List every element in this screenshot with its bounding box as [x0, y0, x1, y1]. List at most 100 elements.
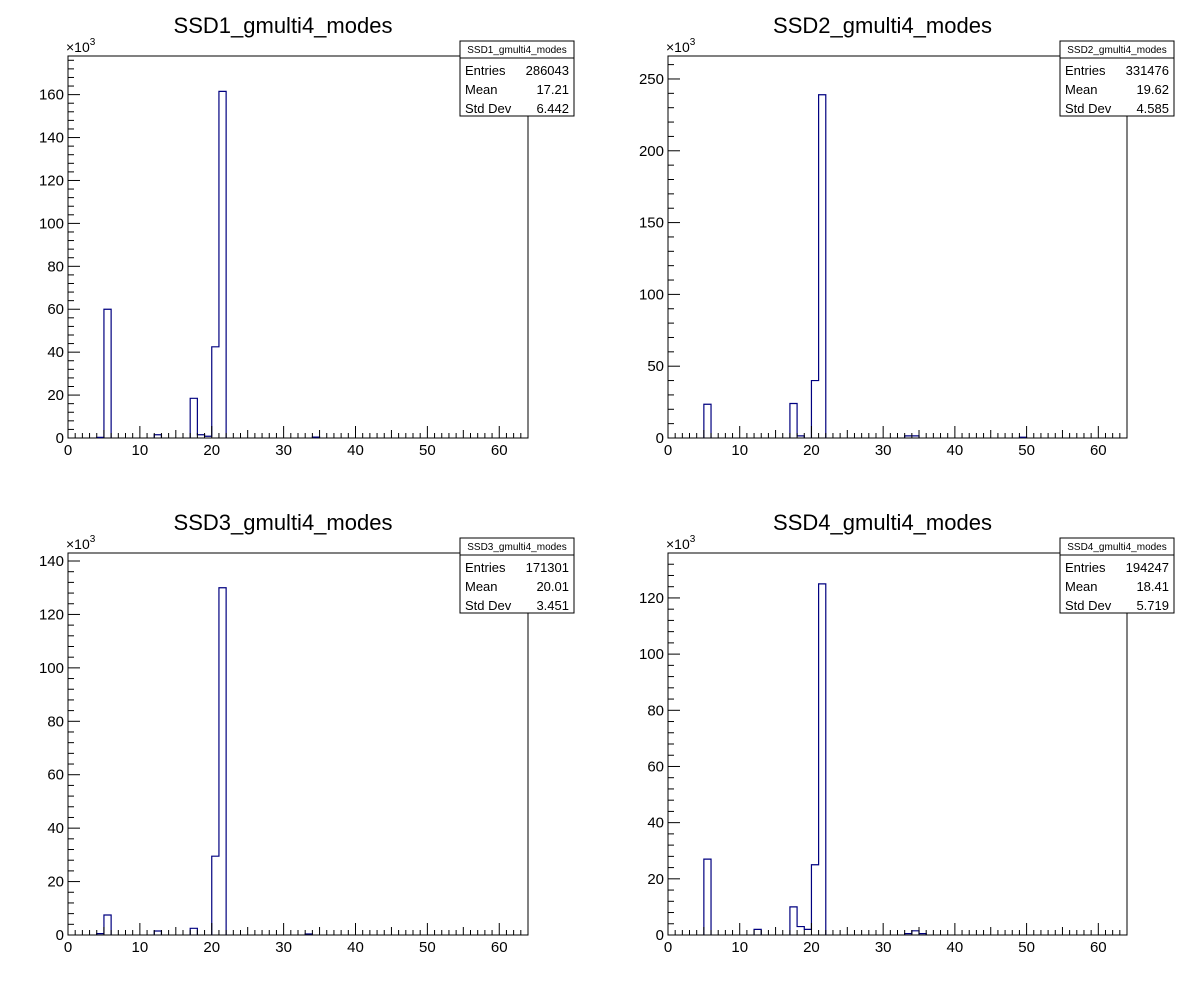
- stats-label: Mean: [465, 82, 498, 97]
- y-axis: 0 20 40 60 80 100 120 140 160: [39, 59, 80, 447]
- y-axis: 0 50 100 150 200 250: [639, 64, 680, 447]
- y-multiplier: ×103: [66, 534, 96, 552]
- histogram-bin: [811, 381, 818, 438]
- y-tick-label: 160: [39, 87, 64, 104]
- chart-title: SSD4_gmulti4_modes: [773, 510, 992, 535]
- stats-box: SSD3_gmulti4_modes Entries 171301 Mean 20.01…: [459, 537, 575, 614]
- y-tick-label: 40: [647, 815, 664, 832]
- y-tick-label: 100: [639, 646, 664, 663]
- x-tick-label: 20: [803, 939, 820, 956]
- stats-value: 5.719: [1136, 598, 1169, 613]
- y-tick-label: 60: [647, 758, 664, 775]
- histogram-bin: [104, 915, 111, 935]
- y-tick-label: 80: [47, 258, 64, 275]
- x-tick-label: 60: [1090, 939, 1107, 956]
- x-tick-label: 10: [731, 442, 748, 459]
- stats-label: Std Dev: [1065, 598, 1112, 613]
- histogram-bin: [197, 435, 204, 438]
- histogram-bin: [804, 929, 811, 935]
- x-tick-label: 60: [1090, 442, 1107, 459]
- y-tick-label: 150: [639, 215, 664, 232]
- stats-label: Std Dev: [465, 101, 512, 116]
- histogram-bin: [305, 934, 312, 935]
- plot-frame: [67, 552, 529, 936]
- histogram-bin: [97, 437, 104, 438]
- y-tick-label: 0: [656, 927, 664, 944]
- y-multiplier: ×103: [666, 37, 696, 55]
- plot-frame: [667, 552, 1128, 936]
- stats-box-title: SSD4_gmulti4_modes: [1067, 542, 1167, 553]
- histogram-outline: [96, 90, 321, 438]
- histogram-bin: [704, 404, 711, 438]
- histogram-bin: [819, 95, 826, 438]
- histogram-bin: [219, 91, 226, 438]
- stats-label: Entries: [465, 63, 506, 78]
- x-tick-label: 10: [132, 939, 149, 956]
- stats-value: 19.62: [1136, 82, 1169, 97]
- x-tick-label: 30: [275, 939, 292, 956]
- histogram-bins: [703, 583, 927, 935]
- y-tick-label: 120: [639, 590, 664, 607]
- histogram-bin: [219, 588, 226, 935]
- y-tick-label: 0: [656, 430, 664, 447]
- x-tick-label: 10: [132, 442, 149, 459]
- stats-box: SSD4_gmulti4_modes Entries 194247 Mean 18.41…: [1059, 537, 1175, 614]
- y-tick-label: 20: [47, 874, 64, 891]
- y-tick-label: 20: [647, 871, 664, 888]
- histogram-outline: [703, 94, 1028, 438]
- y-tick-label: 20: [47, 387, 64, 404]
- stats-box-frame: [1059, 537, 1175, 614]
- y-tick-label: 40: [47, 820, 64, 837]
- stats-value: 3.451: [536, 598, 569, 613]
- histogram-bin: [104, 309, 111, 438]
- chart-title: SSD1_gmulti4_modes: [174, 13, 393, 38]
- histogram-bin: [754, 929, 761, 935]
- y-tick-label: 100: [39, 215, 64, 232]
- chart-title: SSD2_gmulti4_modes: [773, 13, 992, 38]
- stats-box-frame: [459, 40, 575, 117]
- x-axis: 0 10 20 30 40 50 60: [64, 426, 529, 459]
- histogram-bin: [704, 859, 711, 935]
- plot-frame: [67, 55, 529, 439]
- y-tick-label: 60: [47, 767, 64, 784]
- x-tick-label: 20: [803, 442, 820, 459]
- x-tick-label: 20: [203, 939, 220, 956]
- stats-label: Entries: [1065, 560, 1106, 575]
- y-tick-label: 140: [39, 553, 64, 570]
- y-multiplier: ×103: [666, 534, 696, 552]
- histogram-bin: [811, 865, 818, 935]
- y-tick-label: 140: [39, 130, 64, 147]
- stats-label: Mean: [1065, 82, 1098, 97]
- stats-value: 4.585: [1136, 101, 1169, 116]
- histogram-bin: [212, 856, 219, 935]
- x-tick-label: 0: [664, 442, 672, 459]
- histogram-bin: [912, 931, 919, 935]
- histogram-panel-4: SSD4_gmulti4_modes 0 10 20 30 40 50 60 0 20 40 60 80…: [639, 510, 1175, 956]
- histogram-bin: [797, 436, 804, 438]
- stats-value: 17.21: [536, 82, 569, 97]
- stats-label: Mean: [1065, 579, 1098, 594]
- stats-value: 331476: [1126, 63, 1169, 78]
- stats-value: 286043: [526, 63, 569, 78]
- x-tick-label: 30: [875, 939, 892, 956]
- x-tick-label: 50: [1018, 442, 1035, 459]
- histogram-bin: [919, 934, 926, 935]
- stats-box-title: SSD2_gmulti4_modes: [1067, 45, 1167, 56]
- stats-box-title: SSD1_gmulti4_modes: [467, 45, 567, 56]
- histogram-bin: [790, 907, 797, 935]
- y-tick-label: 40: [47, 344, 64, 361]
- y-tick-label: 200: [639, 143, 664, 160]
- y-multiplier: ×103: [66, 37, 96, 55]
- y-tick-label: 80: [647, 702, 664, 719]
- stats-value: 20.01: [536, 579, 569, 594]
- histogram-panel-2: SSD2_gmulti4_modes 0 10 20 30 40 50 60 0 50 100 150…: [639, 13, 1175, 459]
- histogram-bin: [190, 398, 197, 438]
- histogram-outline: [703, 583, 927, 935]
- histogram-bin: [912, 436, 919, 438]
- y-tick-label: 0: [56, 430, 64, 447]
- stats-box-title: SSD3_gmulti4_modes: [467, 542, 567, 553]
- histogram-outline: [96, 587, 313, 935]
- stats-label: Entries: [1065, 63, 1106, 78]
- histogram-bin: [97, 934, 104, 935]
